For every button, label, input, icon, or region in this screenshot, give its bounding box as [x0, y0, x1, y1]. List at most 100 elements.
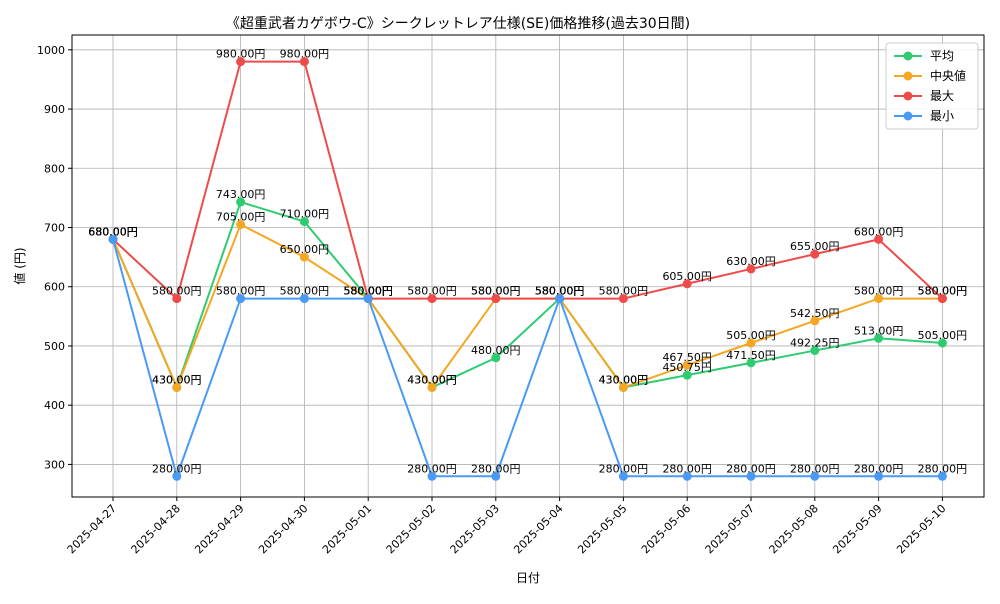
- data-label: 580.00円: [216, 285, 266, 298]
- data-label: 280.00円: [407, 462, 457, 475]
- data-point: [427, 382, 437, 392]
- legend-marker: [903, 91, 913, 101]
- x-tick-label: 2025-05-01: [320, 502, 374, 556]
- data-point: [937, 294, 947, 304]
- data-label: 680.00円: [854, 225, 904, 238]
- y-tick-label: 500: [44, 340, 65, 353]
- data-label: 430.00円: [152, 373, 202, 386]
- data-label: 280.00円: [662, 462, 712, 475]
- data-label: 580.00円: [343, 285, 393, 298]
- data-point: [491, 471, 501, 481]
- data-point: [618, 471, 628, 481]
- data-point: [810, 316, 820, 326]
- x-tick-label: 2025-05-09: [830, 502, 884, 556]
- legend-marker: [903, 111, 913, 121]
- data-label: 580.00円: [152, 285, 202, 298]
- data-label: 450.75円: [662, 361, 712, 374]
- data-point: [746, 338, 756, 348]
- x-axis-ticks: 2025-04-27 2025-04-28 2025-04-29 2025-04-30…: [65, 497, 949, 556]
- data-point: [746, 358, 756, 368]
- data-point: [299, 57, 309, 67]
- y-axis-ticks: 300 400 500 600 700 800 900 1000: [37, 44, 72, 471]
- data-point: [491, 294, 501, 304]
- data-point: [810, 346, 820, 356]
- data-label: 580.00円: [918, 285, 968, 298]
- data-label: 580.00円: [535, 285, 585, 298]
- data-label: 580.00円: [343, 285, 393, 298]
- y-tick-label: 300: [44, 458, 65, 471]
- x-tick-label: 2025-05-05: [575, 502, 629, 556]
- data-label: 280.00円: [599, 462, 649, 475]
- data-label: 580.00円: [471, 285, 521, 298]
- plot-area-frame: [71, 34, 985, 498]
- data-point: [937, 471, 947, 481]
- data-label: 280.00円: [854, 462, 904, 475]
- data-point: [682, 370, 692, 380]
- data-label: 471.50円: [726, 349, 776, 362]
- data-point: [491, 353, 501, 363]
- data-label: 580.00円: [280, 285, 330, 298]
- data-point: [427, 471, 437, 481]
- x-tick-label: 2025-05-06: [639, 502, 693, 556]
- legend-label: 平均: [930, 49, 954, 63]
- data-label: 580.00円: [535, 285, 585, 298]
- data-point: [236, 294, 246, 304]
- data-label: 430.00円: [599, 373, 649, 386]
- data-point: [172, 471, 182, 481]
- data-point: [299, 252, 309, 262]
- x-tick-label: 2025-04-29: [192, 502, 246, 556]
- data-label: 430.00円: [407, 373, 457, 386]
- x-tick-label: 2025-05-08: [767, 502, 821, 556]
- data-point: [236, 57, 246, 67]
- data-label: 492.25円: [790, 337, 840, 350]
- y-tick-label: 600: [44, 281, 65, 294]
- data-point: [810, 249, 820, 259]
- data-label: 580.00円: [918, 285, 968, 298]
- data-label: 280.00円: [471, 462, 521, 475]
- data-label: 743.00円: [216, 188, 266, 201]
- x-axis-title: 日付: [516, 571, 540, 585]
- data-point: [172, 294, 182, 304]
- data-label: 542.50円: [790, 307, 840, 320]
- x-tick-label: 2025-05-10: [894, 502, 948, 556]
- data-point: [746, 264, 756, 274]
- data-point: [746, 471, 756, 481]
- data-point: [682, 360, 692, 370]
- data-label: 430.00円: [599, 373, 649, 386]
- data-label: 680.00円: [88, 225, 138, 238]
- chart-title: 《超重武者カゲボウ-C》シークレットレア仕様(SE)価格推移(過去30日間): [226, 16, 690, 32]
- data-point: [682, 279, 692, 289]
- y-tick-label: 1000: [37, 44, 65, 57]
- data-label: 630.00円: [726, 255, 776, 268]
- data-label: 655.00円: [790, 240, 840, 253]
- data-label: 505.00円: [726, 329, 776, 342]
- y-tick-label: 400: [44, 399, 65, 412]
- data-label: 280.00円: [790, 462, 840, 475]
- data-point: [618, 382, 628, 392]
- data-label: 580.00円: [535, 285, 585, 298]
- data-label: 580.00円: [599, 285, 649, 298]
- data-point: [236, 220, 246, 230]
- data-labels: 680.00円 430.00円 743.00円 710.00円 580.00円 430.0…: [88, 48, 967, 476]
- data-label: 980.00円: [216, 48, 266, 61]
- data-point: [874, 333, 884, 343]
- data-label: 605.00円: [662, 270, 712, 283]
- grid-lines: [72, 35, 984, 497]
- data-label: 680.00円: [88, 225, 138, 238]
- legend-marker: [903, 71, 913, 81]
- data-label: 280.00円: [152, 462, 202, 475]
- data-point: [874, 471, 884, 481]
- x-tick-label: 2025-04-30: [256, 502, 310, 556]
- x-tick-label: 2025-04-27: [65, 502, 119, 556]
- series-line-最大: [112, 60, 944, 301]
- data-point: [555, 294, 565, 304]
- y-tick-label: 900: [44, 103, 65, 116]
- data-label: 680.00円: [88, 225, 138, 238]
- data-point: [874, 234, 884, 244]
- legend-box: [885, 42, 979, 130]
- legend-marker: [903, 51, 913, 61]
- legend-label: 中央値: [930, 68, 966, 83]
- data-label: 680.00円: [88, 225, 138, 238]
- data-point: [682, 471, 692, 481]
